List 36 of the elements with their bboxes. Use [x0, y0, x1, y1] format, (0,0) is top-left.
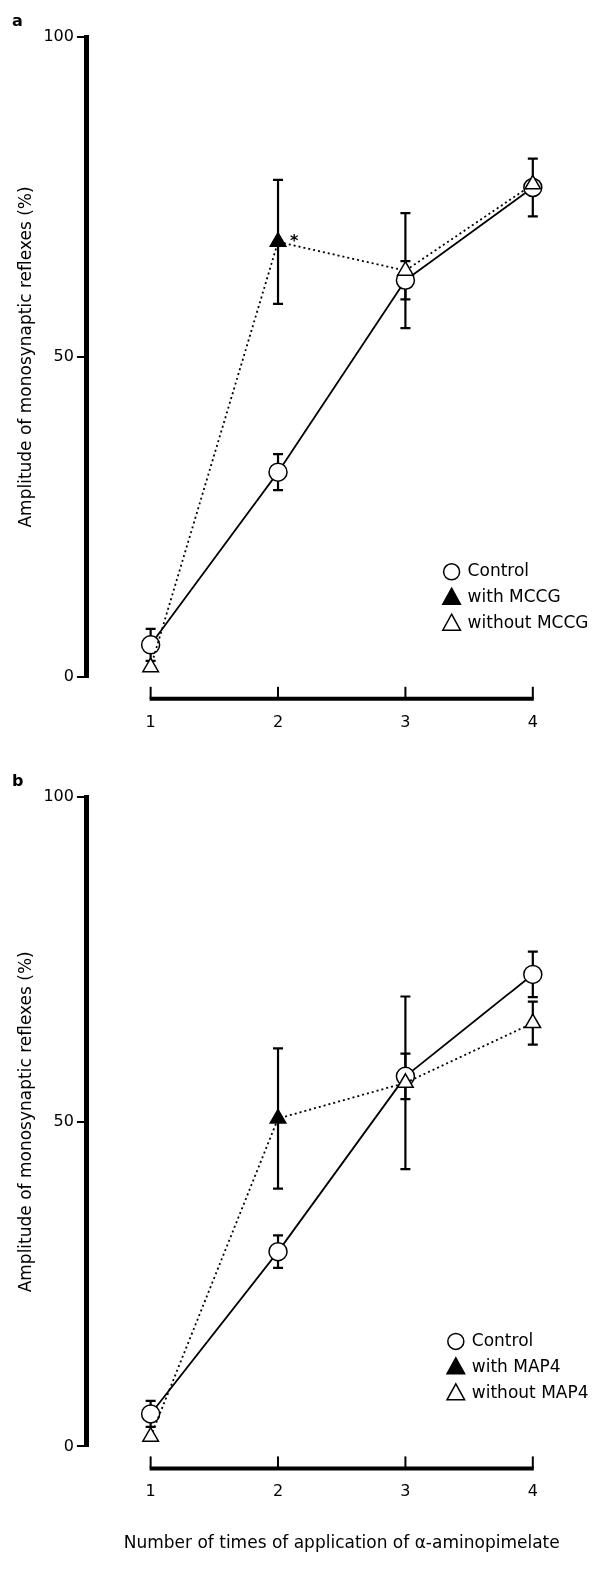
point — [269, 1108, 287, 1124]
x-tick-label: 3 — [400, 1481, 411, 1501]
chart-title: a — [12, 10, 23, 30]
legend-label: with MCCG — [467, 586, 561, 607]
legend-label: with MAP4 — [471, 1355, 561, 1376]
x-tick-label: 3 — [400, 711, 411, 731]
x-tick-label: 2 — [272, 711, 284, 731]
y-tick-label: 100 — [43, 786, 74, 806]
y-tick-label: 100 — [43, 26, 74, 46]
y-tick-label: 50 — [53, 346, 74, 366]
legend-label: without MCCG — [467, 612, 589, 633]
x-tick-label: 1 — [145, 1481, 156, 1501]
x-tick-label: 1 — [145, 711, 156, 731]
point — [396, 1073, 414, 1089]
legend-label: Control — [467, 560, 530, 581]
x-tick-label: 4 — [527, 711, 538, 731]
y-axis-title: Amplitude of monosynaptic reflexes (%) — [14, 186, 35, 528]
legend-label: Control — [471, 1329, 534, 1350]
x-tick-label: 2 — [272, 1481, 284, 1501]
y-tick-label: 0 — [63, 1435, 74, 1455]
legend-label: without MAP4 — [471, 1381, 589, 1402]
x-tick-label: 4 — [527, 1481, 538, 1501]
point — [269, 232, 287, 248]
point — [524, 1013, 542, 1029]
point — [396, 260, 414, 276]
point — [268, 462, 288, 482]
point — [524, 174, 542, 190]
point — [140, 1404, 161, 1424]
chart-title: b — [12, 770, 24, 790]
point — [140, 635, 161, 655]
y-tick-label: 50 — [53, 1110, 74, 1130]
annotation: * — [290, 230, 300, 250]
point — [268, 1241, 288, 1262]
x-axis-title: Number of times of application of α-aminopimelate — [123, 1532, 560, 1553]
y-axis-title: Amplitude of monosynaptic reflexes (%) — [14, 951, 35, 1293]
y-tick-label: 0 — [63, 665, 74, 685]
